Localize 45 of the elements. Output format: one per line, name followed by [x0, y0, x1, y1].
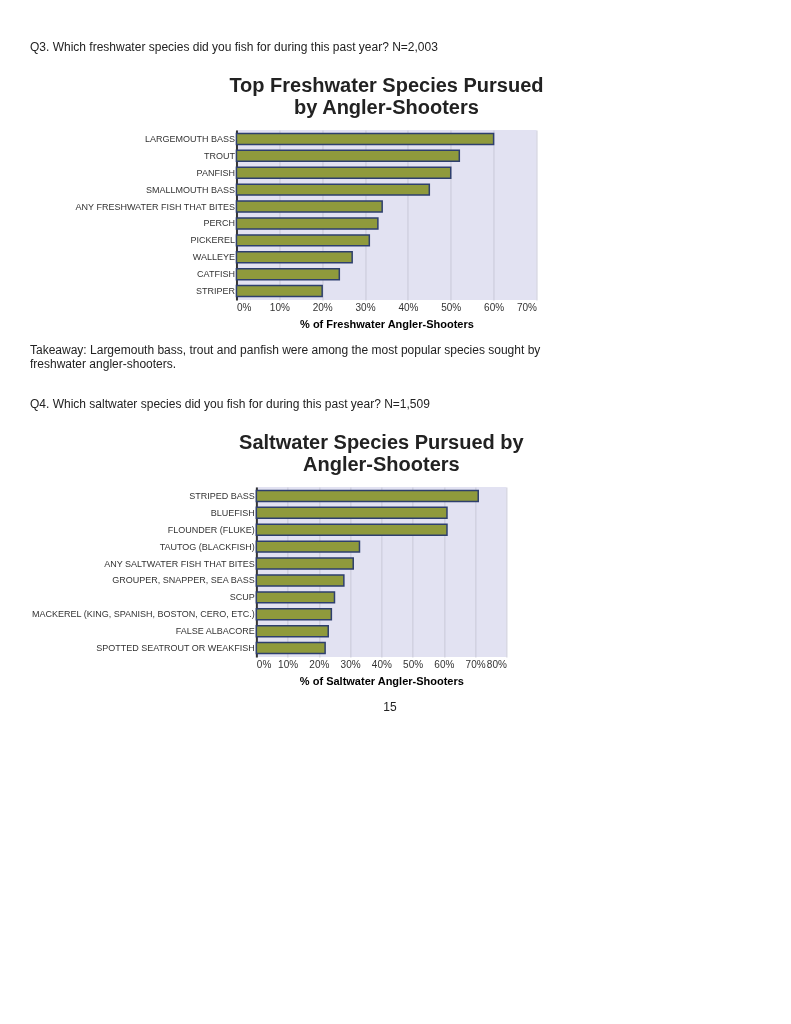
x-tick-label: 50% [441, 301, 462, 313]
y-tick-label: FALSE ALBACORE [175, 626, 255, 637]
y-tick-label: FLOUNDER (FLUKE) [167, 524, 255, 535]
x-axis-title: % of Saltwater Angler-Shooters [299, 674, 464, 687]
y-tick-label: ANY FRESHWATER FISH THAT BITES [75, 201, 235, 212]
text: Takeaway: Largemouth bass, trout and panfish were among the most popular species sought by freshwater angler-shooters. [30, 343, 541, 371]
y-tick-label: STRIPED BASS [189, 490, 255, 501]
y-tick-label: WALLEYE [192, 252, 235, 263]
y-tick-label: LARGEMOUTH BASS [144, 133, 235, 144]
x-tick-label: 40% [371, 658, 392, 670]
y-tick-label: PERCH [203, 218, 235, 229]
y-tick-label: CATFISH [197, 269, 235, 280]
x-tick-label: 0% [256, 658, 272, 670]
y-tick-label: TAUTOG (BLACKFISH) [159, 541, 255, 552]
x-tick-label: 60% [434, 658, 455, 670]
y-tick-label: SMALLMOUTH BASS [145, 184, 235, 195]
y-tick-label: GROUPER, SNAPPER, SEA BASS [112, 575, 255, 586]
x-tick-label: 40% [398, 301, 419, 313]
x-tick-label: 30% [340, 658, 361, 670]
y-tick-label: MACKEREL (KING, SPANISH, BOSTON, CERO, ETC.) [31, 609, 255, 620]
y-tick-label: ANY SALTWATER FISH THAT BITES [104, 558, 255, 569]
y-tick-label: SPOTTED SEATROUT OR WEAKFISH [96, 643, 255, 654]
x-tick-label: 20% [309, 658, 330, 670]
chart-title: Top Freshwater Species Pursued by Angler-Shooters [229, 74, 544, 118]
y-tick-label: TROUT [203, 150, 236, 161]
y-tick-label: STRIPER [195, 286, 236, 297]
x-tick-label: 10% [278, 658, 299, 670]
x-tick-label: 20% [312, 301, 333, 313]
x-tick-label: 10% [269, 301, 290, 313]
x-tick-label: 0% [236, 301, 252, 313]
x-tick-label: 70% [465, 658, 486, 670]
chart-title: Saltwater Species Pursued by Angler-Shooters [239, 431, 525, 475]
text: Q4. Which saltwater species did you fish for during this past year? N=1,509 [30, 397, 431, 411]
y-tick-label: PANFISH [196, 167, 235, 178]
text: Q3. Which freshwater species did you fish for during this past year? N=2,003 [30, 40, 439, 54]
x-tick-label: 60% [484, 301, 505, 313]
y-tick-label: PICKEREL [190, 235, 235, 246]
x-tick-label: 80% [486, 658, 507, 670]
x-axis-title: % of Freshwater Angler-Shooters [300, 317, 474, 330]
x-tick-label: 70% [516, 301, 538, 313]
x-tick-label: 50% [403, 658, 424, 670]
x-tick-label: 30% [355, 301, 376, 313]
y-tick-label: BLUEFISH [210, 507, 255, 518]
text: 15 [383, 700, 397, 714]
y-tick-label: SCUP [229, 592, 255, 603]
